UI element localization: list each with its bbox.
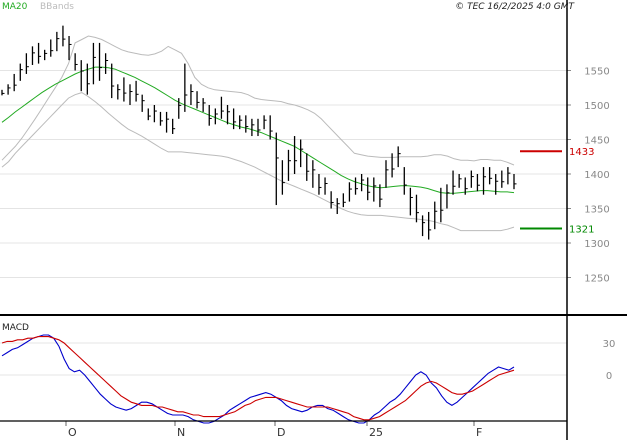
y-tick-label: 1550 <box>584 67 609 78</box>
bband-upper-line <box>1 35 515 166</box>
legend-ma20: MA20 <box>2 2 28 12</box>
legend-bbands: BBands <box>40 2 74 12</box>
macd-tick-label: 30 <box>603 339 616 350</box>
macd-tick-label: 0 <box>606 371 612 382</box>
y-tick-label: 1250 <box>584 274 609 285</box>
y-tick-label: 1300 <box>584 239 609 250</box>
x-axis: O N D 25 F <box>65 421 482 439</box>
y-tick-label: 1450 <box>584 136 609 147</box>
macd-line <box>1 334 515 424</box>
y-tick-label: 1350 <box>584 205 609 216</box>
x-tick-label: D <box>277 426 285 439</box>
macd-series <box>1 334 515 424</box>
level-annotations: 1433 1321 <box>520 147 594 236</box>
x-tick-label: F <box>476 426 482 439</box>
macd-y-axis: 0 30 <box>603 339 616 382</box>
y-tick-label: 1400 <box>584 170 609 181</box>
level-label: 1433 <box>569 147 594 158</box>
signal-line <box>1 336 515 421</box>
y-tick-label: 1500 <box>584 101 609 112</box>
macd-grid <box>0 342 567 376</box>
price-bars <box>1 25 517 240</box>
level-label: 1321 <box>569 225 594 236</box>
x-tick-label: N <box>177 426 185 439</box>
price-grid <box>0 70 567 278</box>
macd-title: MACD <box>2 323 29 333</box>
x-tick-label: 25 <box>369 426 383 439</box>
timestamp: © TEC 16/2/2025 4:0 GMT <box>455 2 575 12</box>
x-tick-label: O <box>68 426 77 439</box>
